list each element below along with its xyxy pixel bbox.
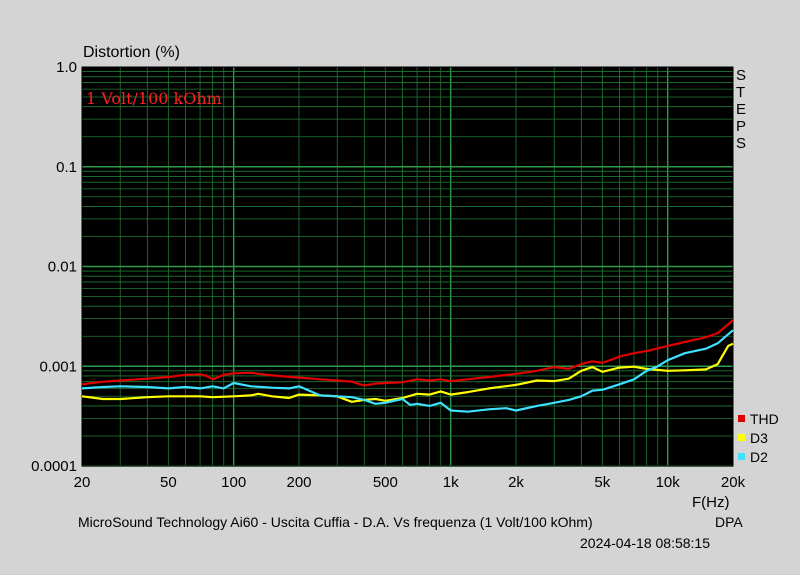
- legend-swatch-d2: [738, 453, 745, 460]
- steps-letter: E: [736, 101, 746, 118]
- footer-caption: MicroSound Technology Ai60 - Uscita Cuff…: [78, 514, 593, 530]
- x-tick-label: 5k: [594, 474, 610, 491]
- series-group: [81, 319, 734, 413]
- x-tick-label: 10k: [656, 474, 681, 491]
- x-tick-label: 200: [286, 474, 311, 491]
- x-tick-label: 1k: [443, 474, 459, 491]
- y-tick-label: 0.1: [56, 159, 77, 176]
- series-line-d3: [81, 342, 734, 403]
- series-line-thd: [81, 319, 734, 387]
- x-tick-label: 50: [160, 474, 177, 491]
- steps-letter: P: [736, 118, 746, 135]
- steps-letter: T: [736, 84, 745, 101]
- x-tick-label: 100: [221, 474, 246, 491]
- y-tick-label: 0.001: [39, 358, 77, 375]
- footer-brand: DPA: [715, 514, 743, 530]
- y-tick-label: 0.01: [48, 259, 77, 276]
- legend: THD D3 D2: [738, 411, 779, 465]
- steps-letter: S: [736, 67, 746, 84]
- y-tick-labels: 1.0 0.1 0.01 0.001 0.0001: [31, 59, 77, 475]
- x-tick-label: 2k: [508, 474, 524, 491]
- steps-letter: S: [736, 135, 746, 152]
- legend-swatch-d3: [738, 434, 745, 441]
- legend-label-thd: THD: [750, 411, 779, 427]
- x-tick-label: 20k: [721, 474, 746, 491]
- legend-label-d3: D3: [750, 430, 768, 446]
- x-tick-label: 500: [373, 474, 398, 491]
- y-tick-label: 0.0001: [31, 458, 77, 475]
- footer-timestamp: 2024-04-18 08:58:15: [580, 535, 710, 551]
- series-line-d2: [81, 329, 734, 413]
- annotation-label: 1 Volt/100 kOhm: [86, 89, 222, 108]
- chart-title: Distortion (%): [83, 44, 180, 61]
- legend-swatch-thd: [738, 415, 745, 422]
- y-tick-label: 1.0: [56, 59, 77, 76]
- plot-frame: [81, 66, 734, 467]
- x-tick-labels: 20 50 100 200 500 1k 2k 5k 10k 20k: [74, 474, 746, 491]
- x-axis-label: F(Hz): [692, 494, 730, 511]
- x-tick-label: 20: [74, 474, 91, 491]
- legend-label-d2: D2: [750, 449, 768, 465]
